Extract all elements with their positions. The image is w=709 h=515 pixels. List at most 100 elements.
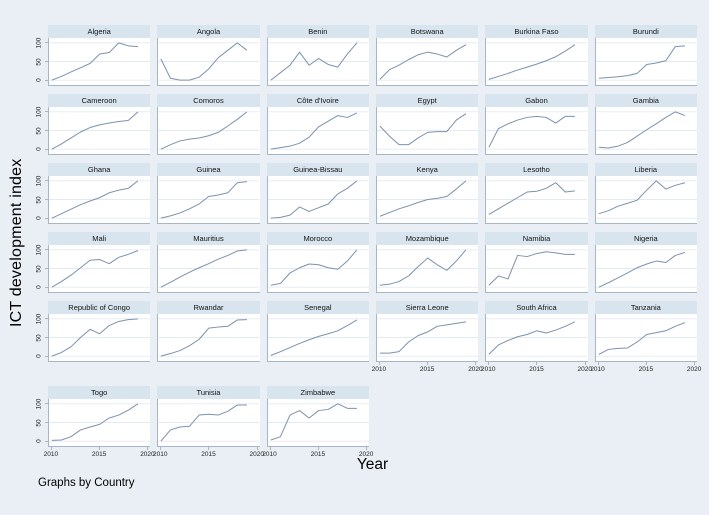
panel-plot: [485, 314, 588, 362]
data-line: [598, 45, 685, 79]
line-chart: [158, 111, 260, 150]
data-line: [51, 403, 139, 441]
line-chart: [377, 111, 479, 150]
x-tick-label: 2015: [529, 366, 544, 373]
line-chart: [486, 249, 588, 288]
line-chart: [377, 249, 479, 288]
x-tick-mark: [645, 362, 647, 365]
y-tick-label: 100: [35, 244, 43, 256]
panel-plot: 0 50 100: [36, 175, 151, 224]
x-tick-label: 2010: [590, 366, 605, 373]
panel-plot: [594, 107, 697, 155]
panel-title: Ghana: [48, 163, 151, 176]
x-tick-label: 2010: [262, 451, 277, 458]
data-line: [161, 319, 248, 357]
y-tick-mark: [45, 217, 48, 219]
panel-plot: [157, 399, 260, 447]
panel-title: Guinea-Bissau: [266, 163, 369, 176]
y-tick-mark: [45, 337, 48, 338]
line-chart: [158, 42, 260, 81]
x-axis-label: Year: [356, 456, 389, 473]
panel-plot: [485, 245, 588, 293]
panel-plot: [266, 107, 369, 155]
panel-plot: [594, 38, 697, 86]
panel-senegal: Senegal: [266, 301, 369, 362]
line-chart: [377, 318, 479, 357]
line-chart: [49, 249, 151, 288]
panel-tunisia: Tunisia 2010 2015 2020: [153, 386, 264, 463]
panel-angola: Angola: [157, 25, 260, 86]
y-tick-label: 50: [35, 333, 43, 342]
panel-zimbabwe: Zimbabwe 2010 2015 2020: [262, 386, 373, 463]
panels-grid: Algeria 0 50 100 Angola Benin Botswana Burkina …: [36, 25, 701, 463]
panel-plot: [594, 245, 697, 293]
data-line: [598, 251, 685, 288]
x-axis-strip: 2010 2015 2020: [262, 447, 373, 463]
line-chart: [377, 42, 479, 81]
x-tick-mark: [50, 447, 52, 450]
x-tick-label: 2020: [249, 451, 264, 458]
panel-egypt: Egypt: [376, 94, 479, 155]
panel-liberia: Liberia: [594, 163, 697, 224]
panel-plot: [266, 245, 369, 293]
y-tick-mark: [45, 180, 48, 182]
panel-title: Burundi: [594, 25, 697, 38]
x-axis-strip: 2010 2015 2020: [44, 447, 155, 463]
panel-title: South Africa: [485, 301, 588, 314]
panel-title: Mozambique: [376, 232, 479, 245]
panel-benin: Benin: [266, 25, 369, 86]
data-line: [160, 404, 248, 442]
panel-plot: [266, 399, 369, 447]
panel-title: Morocco: [266, 232, 369, 245]
data-line: [270, 180, 357, 219]
panel-botswana: Botswana: [376, 25, 479, 86]
panel-title: Lesotho: [485, 163, 588, 176]
data-line: [270, 319, 357, 356]
data-line: [488, 251, 576, 286]
panel-plot: [594, 176, 697, 224]
panel-title: Côte d'Ivoire: [266, 94, 369, 107]
x-tick-mark: [584, 362, 586, 365]
x-tick-label: 2020: [468, 366, 483, 373]
x-tick-mark: [378, 362, 380, 365]
line-chart: [267, 249, 369, 288]
panel-title: Republic of Congo: [48, 301, 151, 314]
data-line: [379, 113, 467, 146]
x-tick-label: 2010: [371, 366, 387, 373]
panel-title: Tunisia: [157, 386, 260, 399]
panel-comoros: Comoros: [157, 94, 260, 155]
panel-plot: [376, 107, 479, 155]
x-tick-mark: [366, 447, 368, 450]
y-tick-label: 50: [35, 126, 43, 135]
data-line: [270, 42, 357, 81]
y-tick-label: 0: [35, 439, 43, 443]
line-chart: [486, 111, 588, 150]
line-chart: [158, 180, 260, 219]
data-line: [51, 180, 139, 219]
y-axis-label: ICT development index: [8, 158, 25, 328]
x-axis-strip: 2010 2015 2020: [481, 362, 592, 378]
y-tick-label: 50: [35, 264, 43, 273]
panel-plot: [157, 314, 260, 362]
y-tick-mark: [45, 318, 48, 320]
y-tick-label: 50: [35, 195, 43, 204]
panel-mozambique: Mozambique: [376, 232, 479, 293]
x-tick-label: 2015: [310, 451, 326, 458]
y-tick-mark: [45, 403, 48, 405]
panel-plot: [485, 38, 588, 86]
panel-mauritius: Mauritius: [157, 232, 260, 293]
x-tick-mark: [694, 362, 696, 365]
data-line: [598, 180, 685, 215]
panel-title: Cameroon: [48, 94, 151, 107]
y-tick-mark: [45, 355, 48, 357]
x-tick-label: 2010: [152, 451, 168, 458]
data-line: [598, 322, 685, 355]
panel-title: Liberia: [594, 163, 697, 176]
panel-togo: Togo 0 50 100 2010 2015 2020: [36, 386, 155, 463]
y-tick-mark: [45, 42, 48, 44]
panel-title: Kenya: [376, 163, 479, 176]
x-tick-label: 2020: [686, 366, 702, 373]
y-tick-label: 100: [35, 313, 43, 325]
data-line: [270, 249, 357, 286]
